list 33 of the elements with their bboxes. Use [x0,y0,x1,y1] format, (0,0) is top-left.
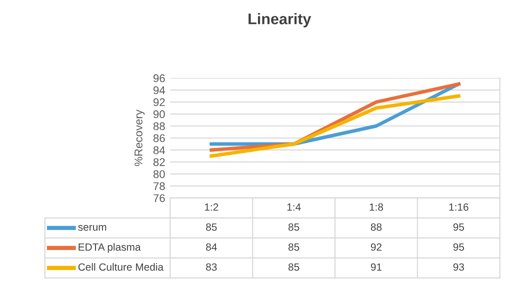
data-label: 85 [288,243,300,251]
y-tick-label: 76 [154,194,165,202]
y-axis-title: %Recovery [134,110,145,166]
y-tick-label: 86 [153,134,165,142]
data-label: 91 [370,263,382,271]
y-tick-label: 96 [153,74,165,82]
y-tick-label: 78 [154,182,165,190]
legend-label: EDTA plasma [78,243,141,253]
y-tick-label: 94 [153,86,165,94]
data-label: 84 [206,243,217,251]
data-label: 85 [288,223,300,231]
y-tick-label: 84 [153,146,165,154]
legend-label: serum [78,225,106,231]
y-tick-label: 88 [153,122,165,130]
data-label: 88 [370,223,382,231]
data-label: 85 [288,263,300,271]
line-series [210,94,460,158]
chart-title: Linearity [248,13,312,28]
data-label: 93 [453,263,464,271]
data-label: 83 [206,263,217,271]
x-tick-label: 1:2 [204,203,218,211]
y-tick-label: 80 [153,170,165,178]
x-tick-label: 1:4 [287,203,301,211]
x-tick-label: 1:16 [449,203,468,211]
data-label: 95 [453,243,464,251]
y-tick-label: 82 [153,158,165,166]
data-label: 95 [453,223,464,231]
y-tick-label: 90 [153,110,165,118]
data-label: 85 [206,223,217,231]
legend-label: Cell Culture Media [78,263,164,271]
x-tick-label: 1:8 [370,203,384,211]
y-tick-label: 92 [153,98,165,106]
data-label: 92 [370,243,382,251]
